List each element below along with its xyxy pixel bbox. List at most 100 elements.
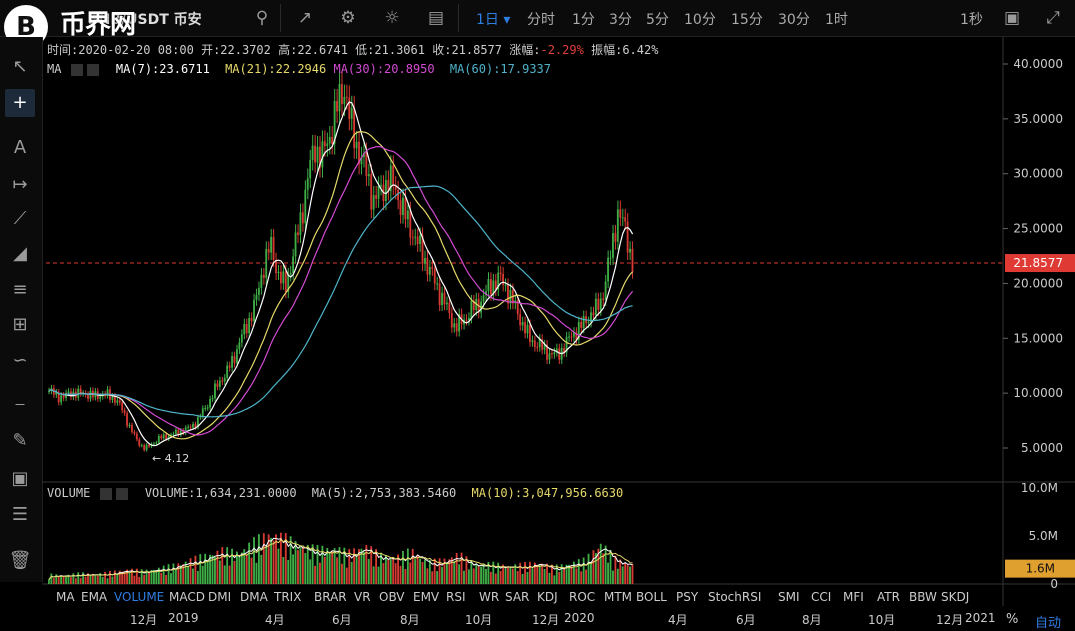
ma-close-icon[interactable]	[86, 63, 99, 76]
indicator-tab-smi[interactable]: SMI	[778, 590, 800, 604]
indicator-tab-roc[interactable]: ROC	[569, 590, 596, 604]
horizontal-ray-icon[interactable]: ↦	[12, 174, 28, 195]
percent-toggle[interactable]: %	[1006, 612, 1019, 627]
indicator-tab-brar[interactable]: BRAR	[314, 590, 347, 604]
indicator-tab-atr[interactable]: ATR	[877, 590, 900, 604]
indicator-tab-mfi[interactable]: MFI	[843, 590, 864, 604]
volume-bar	[109, 570, 111, 584]
volume-bar	[597, 548, 600, 584]
interval-1h[interactable]: 1时	[825, 12, 848, 28]
indicator-chart-icon[interactable]: ↗	[297, 8, 313, 28]
candle-body	[299, 212, 302, 236]
volume-bar	[155, 571, 158, 584]
visibility-icon[interactable]: ☰	[11, 504, 29, 525]
candle-body	[177, 429, 180, 435]
interval-1d[interactable]: 1日 ▾	[476, 12, 511, 28]
indicator-tab-obv[interactable]: OBV	[379, 590, 405, 604]
trend-line-icon[interactable]: ⟋	[13, 208, 27, 229]
volume-bar	[292, 554, 295, 584]
volume-close-icon[interactable]	[115, 487, 128, 500]
candle-body	[619, 209, 622, 218]
volume-bar	[257, 534, 260, 584]
candle-body	[421, 235, 424, 264]
refresh-rate[interactable]: 1秒	[960, 12, 983, 28]
candle-body	[541, 339, 544, 350]
indicator-tab-bbw[interactable]: BBW	[909, 590, 937, 604]
wave-pattern-icon[interactable]: ∽	[12, 350, 28, 371]
interval-realtime[interactable]: 分时	[527, 12, 555, 28]
indicator-tab-ma[interactable]: MA	[56, 590, 75, 604]
volume-bar	[389, 558, 392, 584]
volume-bar	[145, 569, 148, 584]
volume-bar	[392, 557, 395, 584]
candle-body	[211, 398, 214, 400]
trash-icon[interactable]: 🗑	[8, 550, 32, 571]
symbol-title[interactable]: BNB/USDT 币安	[88, 12, 202, 28]
indicator-tab-ema[interactable]: EMA	[81, 590, 108, 604]
indicator-tab-dmi[interactable]: DMI	[208, 590, 232, 604]
candle-body	[201, 408, 204, 417]
candle-body	[343, 96, 346, 105]
interval-15m[interactable]: 15分	[731, 12, 763, 28]
indicator-tab-kdj[interactable]: KDJ	[537, 590, 558, 604]
indicator-tab-volume[interactable]: VOLUME	[114, 590, 165, 604]
candle-body	[504, 284, 507, 286]
pencil-icon[interactable]: ✎	[12, 430, 28, 451]
volume-bar	[519, 562, 522, 584]
triangle-tool-icon[interactable]: ◢	[13, 243, 27, 264]
volume-bar	[211, 555, 214, 584]
fullscreen-icon[interactable]: ⤢	[1046, 8, 1060, 28]
candle-body	[565, 336, 568, 353]
candle-body	[609, 257, 612, 259]
volume-settings-icon[interactable]	[99, 487, 112, 500]
candle-body	[79, 388, 82, 394]
indicator-tab-mtm[interactable]: MTM	[604, 590, 633, 604]
indicator-tab-emv[interactable]: EMV	[413, 590, 440, 604]
volume-bar	[565, 564, 568, 584]
volume-bar	[443, 558, 446, 584]
ma-settings-icon[interactable]	[70, 63, 83, 76]
indicator-tab-psy[interactable]: PSY	[676, 590, 699, 604]
time-label: 时间:	[47, 43, 79, 57]
ma60-line	[48, 185, 633, 418]
fibonacci-grid-icon[interactable]: ⊞	[12, 314, 28, 335]
parallel-channel-icon[interactable]: ≡	[12, 279, 28, 300]
candle-body	[494, 280, 497, 290]
interval-5m[interactable]: 5分	[646, 12, 669, 28]
crosshair-icon[interactable]: +	[5, 89, 35, 117]
indicator-tab-boll[interactable]: BOLL	[636, 590, 667, 604]
price-tick-label: 35.0000	[1013, 112, 1063, 126]
ruler-icon[interactable]: ⎯	[15, 393, 25, 414]
indicator-tab-rsi[interactable]: RSI	[446, 590, 466, 604]
candle-body	[253, 299, 255, 322]
interval-30m[interactable]: 30分	[778, 12, 810, 28]
indicator-tab-wr[interactable]: WR	[479, 590, 500, 604]
candle-body	[135, 433, 138, 440]
interval-3m[interactable]: 3分	[609, 12, 632, 28]
volume-bar	[321, 545, 324, 584]
indicator-tab-dma[interactable]: DMA	[240, 590, 268, 604]
interval-10m[interactable]: 10分	[684, 12, 716, 28]
candle-body	[179, 430, 182, 435]
gear-icon[interactable]: ⚙	[340, 8, 356, 28]
candle-body	[223, 377, 226, 382]
indicator-tab-skdj[interactable]: SKDJ	[941, 590, 970, 604]
indicator-tab-macd[interactable]: MACD	[169, 590, 205, 604]
indicator-tab-vr[interactable]: VR	[354, 590, 371, 604]
auto-scale-toggle[interactable]: 自动	[1035, 616, 1062, 631]
ma30-value: MA(30):20.8950	[333, 62, 435, 76]
lock-icon[interactable]: ▣	[11, 468, 29, 489]
cursor-arrow-icon[interactable]: ↖	[12, 56, 28, 77]
indicator-tab-stochrsi[interactable]: StochRSI	[708, 590, 762, 604]
theme-sun-icon[interactable]: ☼	[384, 8, 400, 28]
time-tick-label: 8月	[802, 613, 822, 627]
interval-1m[interactable]: 1分	[572, 12, 595, 28]
indicator-tab-trix[interactable]: TRIX	[274, 590, 302, 604]
text-tool-icon[interactable]: A	[13, 137, 27, 158]
indicator-tab-sar[interactable]: SAR	[505, 590, 530, 604]
save-layout-icon[interactable]: ▤	[427, 8, 445, 28]
search-icon[interactable]: ⚲	[255, 8, 269, 28]
indicator-tab-cci[interactable]: CCI	[811, 590, 832, 604]
camera-icon[interactable]: ▣	[1003, 8, 1021, 28]
